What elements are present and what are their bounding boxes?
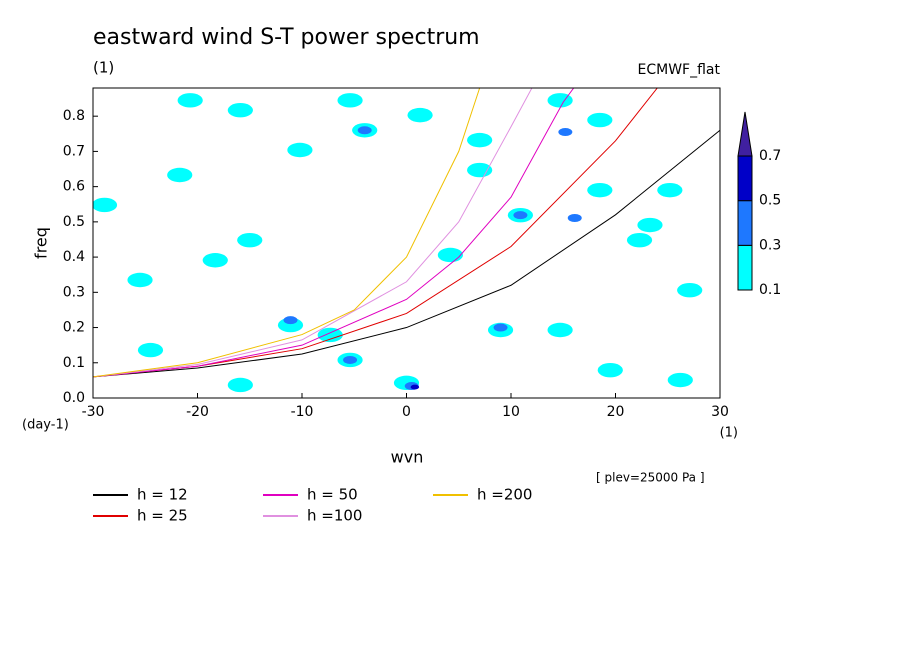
contour-patch [493,323,508,332]
contour-patch [283,316,298,325]
contour-patch [287,142,313,158]
x-unit: (1) [720,426,738,441]
contour-patch [567,213,582,222]
contour-patch [626,232,653,248]
contour-patch [407,107,433,123]
contour-patch [137,342,164,358]
contour-patch [597,362,623,378]
y-tick-label: 0.5 [63,214,85,230]
contour-patch [547,93,573,108]
plot-frame [92,87,721,399]
contour-patch [437,247,463,263]
dispersion-curve [93,129,720,378]
contour-patch [317,327,343,343]
colorbar-label: 0.3 [759,237,781,253]
contour-patch [467,162,493,178]
x-tick-label: 10 [502,404,520,420]
contour-patch [227,377,253,393]
colorbar-label: 0.7 [759,148,781,164]
y-tick-label: 0.2 [63,320,85,336]
x-tick-label: -20 [186,404,209,420]
contour-patch [410,384,420,390]
y-tick-label: 0.4 [63,249,85,265]
contour-patch [177,93,203,108]
contour-patch [202,253,228,268]
colorbar-band [737,155,753,202]
y-tick-label: 0.6 [63,179,85,195]
x-tick-label: -10 [291,404,314,420]
x-tick-label: 0 [402,404,411,420]
contour-patch [657,182,683,198]
contour-layer [93,93,703,393]
contour-patch [357,126,372,135]
subtitle: (1) [93,59,114,77]
y-tick-label: 0.7 [63,143,85,159]
contour-patch [343,355,358,364]
y-tick-label: 0.1 [63,355,85,371]
contour-patch [467,132,493,148]
legend-label: h = 12 [137,486,188,504]
legend-label: h =200 [477,486,532,504]
colorbar-label: 0.5 [759,193,781,209]
x-tick-label: -30 [82,404,105,420]
chart-title: eastward wind S-T power spectrum [93,25,480,50]
y-tick-label: 0.8 [63,108,85,124]
colorbar-band [737,200,753,246]
contour-patch [558,128,573,137]
contour-patch [587,182,613,198]
contour-patch [237,232,263,248]
contour-patch [587,112,613,128]
contour-patch [127,272,153,288]
y-tick-label: 0.0 [63,390,85,406]
y-unit: (day-1) [22,418,69,433]
annotation: [ plev=25000 Pa ] [596,471,705,485]
contour-patch [167,167,193,183]
contour-patch [513,211,528,220]
dispersion-curve [93,88,533,378]
colorbar-band [737,244,753,291]
legend-label: h =100 [307,507,362,525]
legend-label: h = 50 [307,486,358,504]
colorbar-label: 0.1 [759,282,781,298]
colorbar-extension [737,111,753,157]
contour-patch [93,197,118,213]
y-tick-label: 0.3 [63,284,85,300]
x-axis-label: wvn [391,448,424,467]
contour-patch [677,283,703,298]
x-tick-label: 20 [607,404,625,420]
y-axis-label: freq [32,227,51,259]
contour-patch [667,372,693,388]
x-tick-label: 30 [711,404,729,420]
source-label: ECMWF_flat [638,62,721,78]
contour-patch [547,322,573,338]
dispersion-curve [93,88,481,378]
contour-patch [637,217,663,233]
dispersion-curve [93,88,575,378]
curve-layer [93,88,720,378]
contour-patch [227,102,253,118]
legend-label: h = 25 [137,507,188,525]
contour-patch [337,93,363,108]
